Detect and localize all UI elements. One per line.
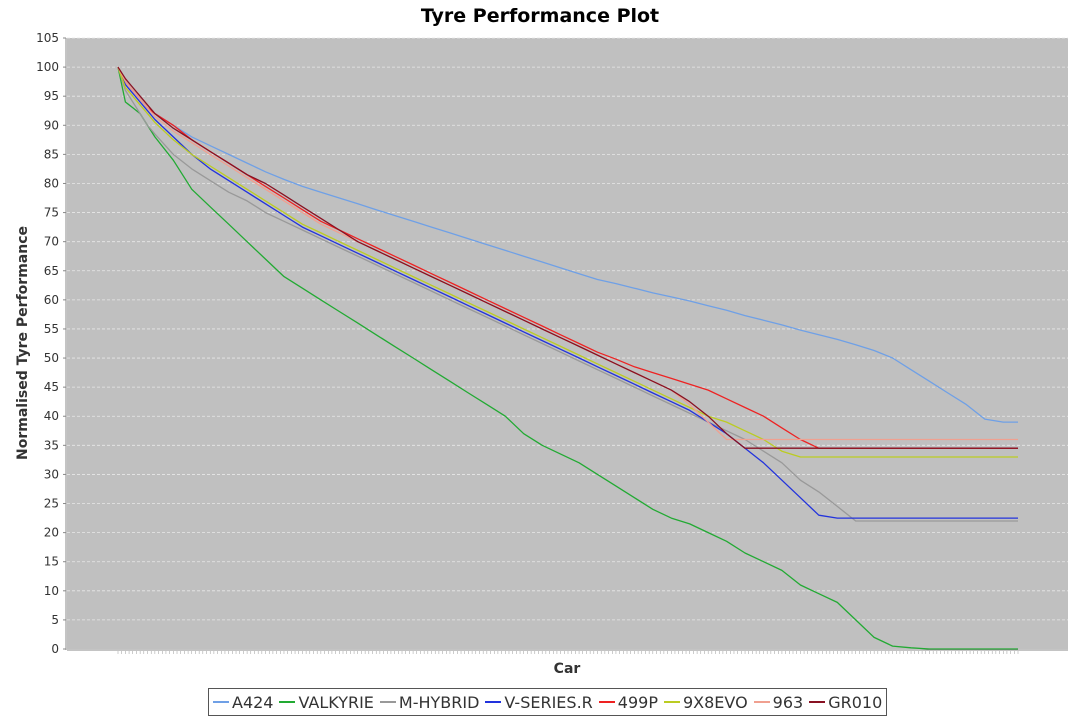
y-tick-label: 105 — [36, 31, 59, 45]
series-line-9x8evo — [117, 66, 1018, 458]
series-line-v-series-r — [117, 66, 1018, 519]
series-lines — [117, 66, 1018, 650]
grid-lines — [67, 37, 1068, 621]
y-tick-label: 95 — [44, 89, 59, 103]
y-tick-label: 60 — [44, 293, 59, 307]
legend-item: 963 — [753, 692, 804, 712]
legend-item: V-SERIES.R — [485, 692, 593, 712]
y-tick-label: 55 — [44, 322, 59, 336]
plot-area — [67, 38, 1068, 649]
y-tick-label: 75 — [44, 206, 59, 220]
y-tick-label: 40 — [44, 409, 59, 423]
y-tick-label: 70 — [44, 235, 59, 249]
legend-label: A424 — [232, 692, 274, 712]
legend-item: 499P — [598, 692, 658, 712]
legend-swatch — [485, 701, 502, 703]
y-tick-label: 85 — [44, 147, 59, 161]
y-axis-title: Normalised Tyre Performance — [15, 226, 31, 460]
y-tick-label: 5 — [51, 613, 59, 627]
legend-label: M-HYBRID — [398, 692, 480, 712]
x-axis-ticks — [117, 651, 1019, 654]
y-tick-label: 25 — [44, 497, 59, 511]
y-tick-label: 20 — [44, 526, 59, 540]
legend-item: M-HYBRID — [379, 692, 480, 712]
legend-swatch — [598, 701, 615, 703]
chart-legend: A424 VALKYRIE M-HYBRID V-SERIES.R 499P 9X8EVO… — [208, 688, 888, 716]
legend-swatch — [213, 701, 229, 703]
legend-item: VALKYRIE — [279, 692, 374, 712]
legend-item: 9X8EVO — [663, 692, 748, 712]
y-tick-label: 80 — [44, 176, 59, 190]
series-line-gr010 — [117, 66, 1018, 449]
legend-swatch — [809, 701, 826, 703]
y-tick-label: 35 — [44, 438, 59, 452]
y-tick-label: 10 — [44, 584, 59, 598]
y-tick-label: 30 — [44, 467, 59, 481]
legend-label: GR010 — [828, 692, 883, 712]
x-axis-title: Car — [554, 661, 581, 677]
series-line-m-hybrid — [117, 66, 1018, 522]
legend-item: GR010 — [809, 693, 882, 712]
tyre-performance-chart: Tyre Performance Plot 0 5 10 15 20 25 30 35 40 45… — [15, 5, 1068, 677]
y-tick-label: 15 — [44, 555, 59, 569]
legend-label: VALKYRIE — [298, 692, 374, 712]
y-axis: 0 5 10 15 20 25 30 35 40 45 50 55 60 65 70 75 80 85 90 95 10… — [36, 31, 66, 656]
series-line-a424 — [117, 66, 1018, 423]
y-tick-label: 45 — [44, 380, 59, 394]
y-tick-label: 65 — [44, 264, 59, 278]
y-tick-label: 50 — [44, 351, 59, 365]
y-tick-label: 90 — [44, 118, 59, 132]
legend-label: 9X8EVO — [682, 692, 748, 712]
y-tick-label: 100 — [36, 60, 59, 74]
legend-swatch — [379, 701, 396, 703]
legend-label: 963 — [772, 692, 804, 712]
legend-item: A424 — [213, 693, 273, 712]
legend-label: 499P — [617, 692, 658, 712]
legend-swatch — [753, 701, 770, 703]
legend-swatch — [663, 701, 680, 703]
series-line-valkyrie — [117, 66, 1018, 650]
chart-title: Tyre Performance Plot — [421, 5, 659, 27]
legend-swatch — [279, 701, 296, 703]
y-tick-label: 0 — [51, 642, 59, 656]
legend-label: V-SERIES.R — [504, 692, 593, 712]
